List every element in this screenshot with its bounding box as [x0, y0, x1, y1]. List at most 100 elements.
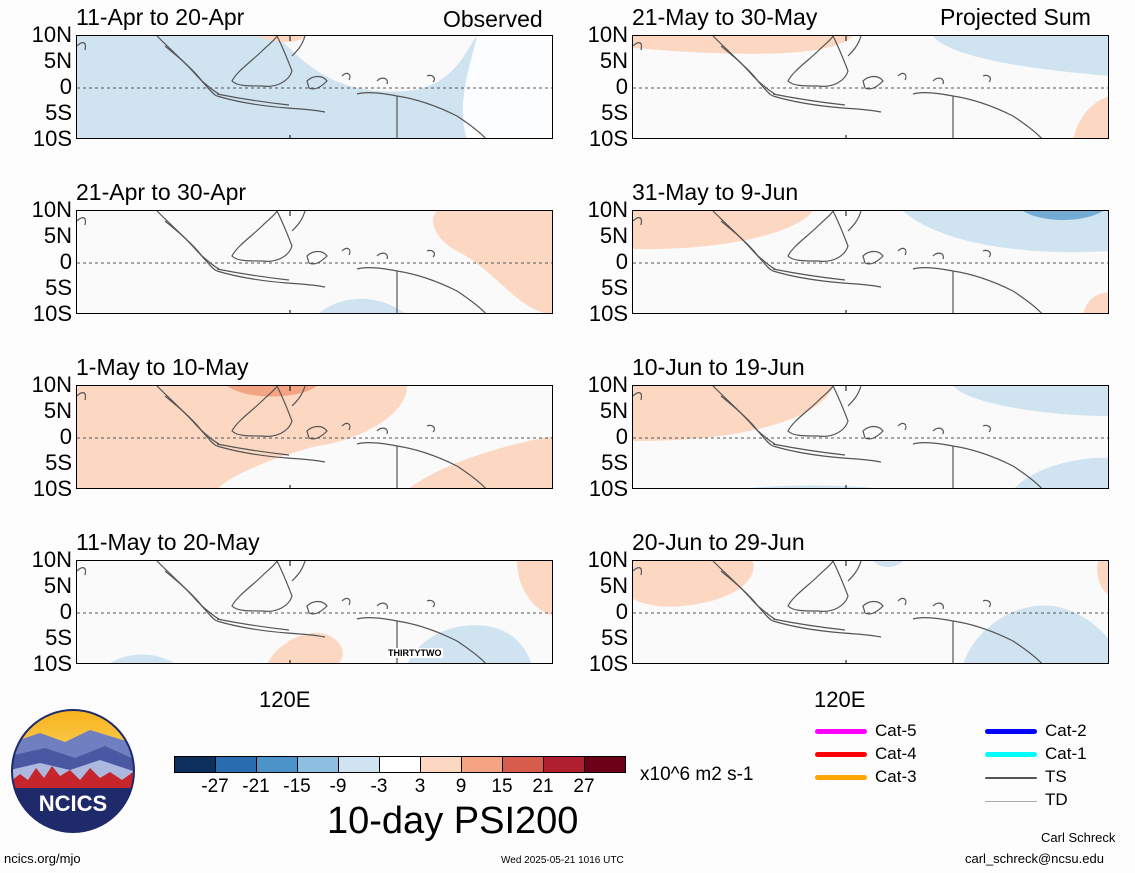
- projected-sum-header: Projected Sum: [940, 4, 1091, 30]
- colorbar-swatch: [174, 756, 216, 773]
- footer-url: ncics.org/mjo: [4, 851, 81, 866]
- colorbar-tick-label: 9: [455, 776, 467, 797]
- lat-label: 5N: [599, 573, 628, 598]
- coastline: [426, 74, 436, 83]
- coastline: [712, 211, 774, 272]
- panel-title: 11-Apr to 20-Apr: [76, 4, 245, 30]
- coastline: [164, 220, 220, 270]
- coastline: [912, 266, 1043, 313]
- lat-label: 5S: [601, 100, 628, 125]
- lat-label: 10S: [32, 301, 72, 326]
- psi200-map-right-1: [632, 210, 1109, 314]
- coastline: [216, 445, 326, 463]
- lat-label: 0: [615, 249, 628, 274]
- lat-label: 10N: [31, 197, 72, 222]
- coastline: [712, 36, 774, 97]
- coastline: [912, 441, 1043, 488]
- coastline: [932, 252, 944, 260]
- lat-label: 0: [615, 424, 628, 449]
- legend-label-cat-2: Cat-2: [1045, 721, 1087, 740]
- colorbar-swatch: [502, 756, 544, 773]
- lat-label: 5N: [599, 398, 628, 423]
- legend-label-cat-1: Cat-1: [1045, 744, 1087, 763]
- colorbar-swatch: [543, 756, 585, 773]
- coastline: [231, 211, 293, 262]
- lat-label: 10S: [32, 126, 72, 151]
- coastline: [720, 45, 776, 95]
- colorbar-swatch: [420, 756, 462, 773]
- coastline: [77, 42, 87, 51]
- coastline: [306, 425, 328, 440]
- coastline: [426, 424, 436, 433]
- coastline: [982, 74, 992, 83]
- coastline: [306, 250, 328, 265]
- coastline: [306, 75, 328, 90]
- coastline: [772, 268, 846, 281]
- coastline: [633, 392, 643, 401]
- legend-line-ts: [985, 777, 1037, 779]
- lat-label: 10S: [32, 651, 72, 676]
- coastline: [216, 268, 290, 281]
- lat-label: 5N: [599, 223, 628, 248]
- coastline: [772, 93, 846, 106]
- coastline: [156, 386, 218, 447]
- anomaly-region: [268, 632, 343, 663]
- lon-label-left: 120E: [259, 687, 311, 712]
- anomaly-region: [110, 654, 174, 663]
- colorbar-tick-label: -15: [283, 776, 311, 797]
- anomaly-region: [963, 605, 1108, 663]
- coastline: [164, 45, 220, 95]
- coastline: [772, 620, 882, 638]
- lat-label: 10S: [588, 651, 628, 676]
- coastline: [633, 217, 643, 226]
- lat-label: 10S: [588, 476, 628, 501]
- coastline: [341, 72, 351, 81]
- coastline: [341, 597, 351, 606]
- coastline: [982, 599, 992, 608]
- legend-label-cat-3: Cat-3: [875, 767, 917, 786]
- coastline: [772, 270, 882, 288]
- coastline: [356, 91, 487, 138]
- coastline: [862, 75, 884, 90]
- legend-line-cat-3: [815, 775, 867, 780]
- coastline: [156, 561, 218, 622]
- coastline: [216, 270, 326, 288]
- coastline: [787, 386, 849, 437]
- coastline: [862, 425, 884, 440]
- lat-label: 0: [59, 599, 72, 624]
- colorbar-swatch: [215, 756, 257, 773]
- lat-label: 10S: [32, 476, 72, 501]
- coastline: [156, 211, 218, 272]
- lat-label: 5S: [45, 275, 72, 300]
- coastline: [847, 561, 862, 582]
- psi200-map-left-1: [76, 210, 553, 314]
- lat-label: 0: [59, 424, 72, 449]
- footer-author: Carl Schreck: [1041, 830, 1116, 845]
- lat-label: 0: [59, 249, 72, 274]
- coastline: [426, 599, 436, 608]
- psi200-map-right-2: [632, 385, 1109, 489]
- anomaly-region: [633, 211, 813, 250]
- coastline: [291, 36, 306, 57]
- lat-label: 5N: [43, 223, 72, 248]
- anomaly-region: [873, 561, 903, 567]
- coastline: [772, 445, 882, 463]
- coastline: [847, 386, 862, 407]
- lat-label: 10N: [31, 547, 72, 572]
- legend-line-cat-4: [815, 752, 867, 757]
- anomaly-region: [462, 36, 552, 138]
- lat-label: 5S: [601, 275, 628, 300]
- coastline: [356, 616, 487, 663]
- lat-label: 5S: [601, 625, 628, 650]
- lat-label: 5S: [45, 450, 72, 475]
- psi200-map-right-0: [632, 35, 1109, 139]
- coastline: [772, 95, 882, 113]
- anomaly-region: [433, 211, 552, 313]
- coastline: [356, 266, 487, 313]
- footer-timestamp: Wed 2025-05-21 1016 UTC: [501, 855, 624, 866]
- panel-title: 21-Apr to 30-Apr: [76, 179, 247, 205]
- coastline: [862, 600, 884, 615]
- coastline: [847, 211, 862, 232]
- colorbar-tick-label: 27: [573, 776, 595, 797]
- anomaly-region: [257, 36, 307, 42]
